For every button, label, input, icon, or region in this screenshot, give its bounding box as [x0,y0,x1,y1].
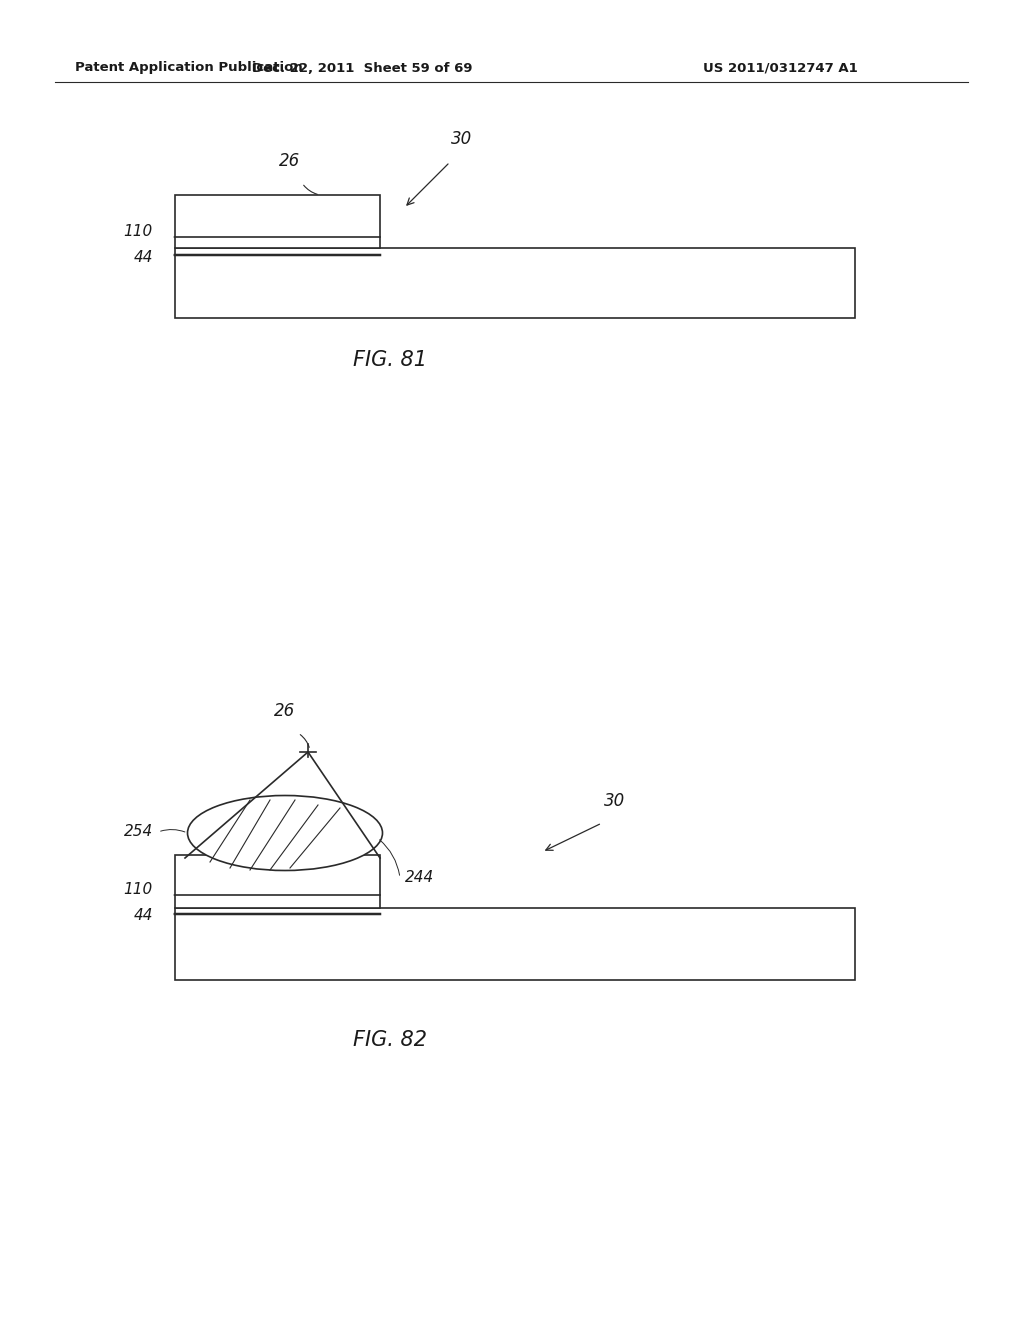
Bar [175,855,380,908]
Bar [175,195,380,248]
Text: Dec. 22, 2011  Sheet 59 of 69: Dec. 22, 2011 Sheet 59 of 69 [252,62,472,74]
Text: FIG. 81: FIG. 81 [353,350,427,370]
Text: 26: 26 [273,702,295,719]
Text: 44: 44 [133,908,153,924]
Text: 44: 44 [133,251,153,265]
Text: 30: 30 [452,129,473,148]
Bar [175,248,855,318]
Ellipse shape [187,796,383,870]
Text: US 2011/0312747 A1: US 2011/0312747 A1 [702,62,857,74]
Text: 110: 110 [124,224,153,239]
Text: FIG. 82: FIG. 82 [353,1030,427,1049]
Text: 30: 30 [604,792,626,810]
Text: 110: 110 [124,883,153,898]
Text: Patent Application Publication: Patent Application Publication [75,62,303,74]
Text: 244: 244 [406,870,434,886]
Bar [175,908,855,979]
Text: 26: 26 [280,152,301,170]
Text: 254: 254 [124,825,153,840]
